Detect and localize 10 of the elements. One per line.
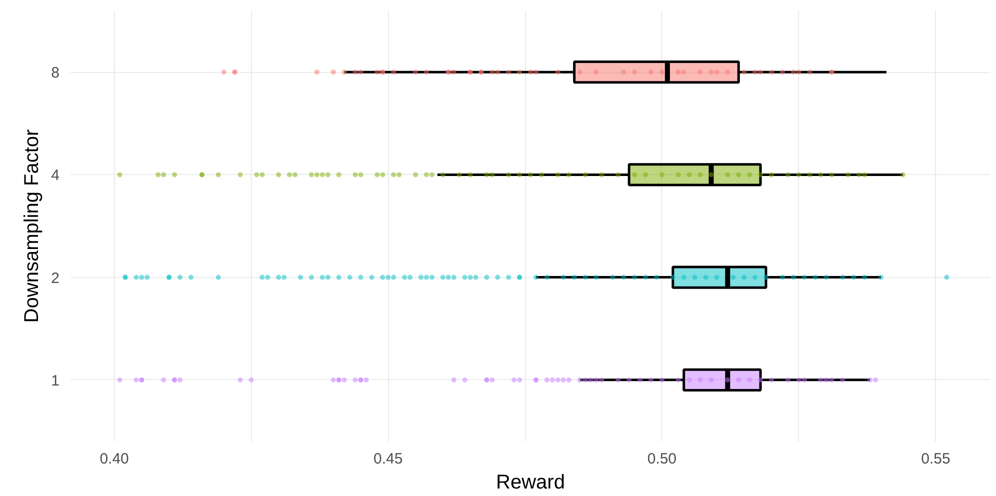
y-tick-label: 2 <box>51 270 60 287</box>
y-tick-label: 1 <box>51 372 60 390</box>
x-tick-label: 0.45 <box>374 450 403 468</box>
x-axis-title: Reward <box>496 472 565 494</box>
y-tick-label: 8 <box>51 64 60 82</box>
y-tick-label: 4 <box>51 167 60 184</box>
x-tick-label: 0.50 <box>647 450 677 468</box>
y-axis-title: Downsampling Factor <box>21 128 44 323</box>
x-tick-label: 0.55 <box>921 450 950 468</box>
x-tick-label: 0.40 <box>100 450 129 468</box>
